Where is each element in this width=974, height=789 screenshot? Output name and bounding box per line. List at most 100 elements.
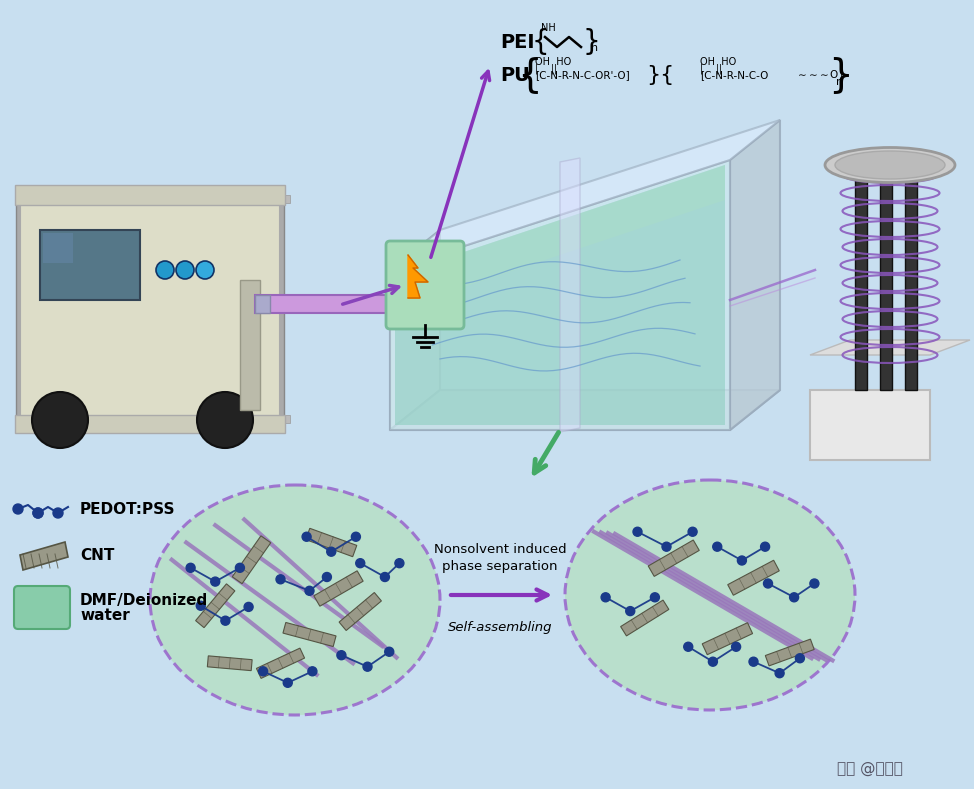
Circle shape [708,657,718,666]
Circle shape [13,504,23,514]
Bar [276,190,284,430]
Text: DMF/Deionized: DMF/Deionized [80,593,208,608]
Text: Nonsolvent induced
phase separation: Nonsolvent induced phase separation [433,543,566,573]
Bar [905,165,917,390]
Text: [C-N-R-N-C-O: [C-N-R-N-C-O [700,70,768,80]
Text: |    ||: | || [535,64,557,74]
Circle shape [221,616,230,625]
Circle shape [810,579,819,588]
Ellipse shape [150,485,440,715]
Text: OH  HO: OH HO [700,57,736,67]
Polygon shape [728,560,779,595]
Text: PEI: PEI [500,32,535,51]
Text: NH: NH [541,23,555,33]
FancyBboxPatch shape [14,586,70,629]
Circle shape [196,261,214,279]
Polygon shape [810,390,930,460]
Text: CNT: CNT [80,548,114,563]
Polygon shape [620,600,669,636]
Circle shape [775,669,784,678]
Circle shape [236,563,244,572]
FancyBboxPatch shape [386,241,464,329]
Circle shape [394,559,404,568]
Circle shape [688,527,697,537]
Polygon shape [408,255,428,298]
Circle shape [764,579,772,588]
Polygon shape [256,648,305,679]
Circle shape [259,667,268,676]
Bar [15,415,285,433]
Polygon shape [702,623,753,655]
Ellipse shape [565,480,855,710]
Circle shape [322,573,331,581]
Circle shape [713,542,722,552]
Circle shape [33,508,43,518]
Text: {: { [517,56,543,94]
Text: OH  HO: OH HO [535,57,571,67]
Text: $\sim\!\sim\!\sim$O]: $\sim\!\sim\!\sim$O] [795,68,843,82]
Polygon shape [20,542,68,570]
Circle shape [625,607,635,615]
Circle shape [326,548,336,556]
Bar [255,295,395,313]
Circle shape [662,542,671,552]
Polygon shape [232,536,271,584]
Circle shape [197,392,253,448]
Polygon shape [730,120,780,430]
Polygon shape [20,200,280,420]
Polygon shape [20,340,260,430]
Bar [880,165,892,390]
Text: }: } [828,56,853,94]
Ellipse shape [825,148,955,182]
Circle shape [352,533,360,541]
Text: water: water [80,608,130,623]
Polygon shape [390,160,730,430]
Polygon shape [196,584,235,628]
Text: 头条 @易丝帮: 头条 @易丝帮 [837,761,903,776]
Circle shape [363,662,372,671]
Polygon shape [649,540,699,577]
Polygon shape [395,165,725,310]
Text: PU: PU [500,65,530,84]
Circle shape [210,577,220,586]
Text: [C-N-R-N-C-OR'-O]: [C-N-R-N-C-OR'-O] [535,70,630,80]
Text: PEDOT:PSS: PEDOT:PSS [80,503,175,518]
Circle shape [356,559,364,568]
Text: n: n [836,77,843,87]
Polygon shape [390,230,440,430]
Polygon shape [390,390,780,430]
Circle shape [790,593,799,602]
Circle shape [381,573,390,581]
Polygon shape [395,165,725,425]
Bar [15,195,290,203]
Circle shape [302,533,311,541]
Text: {: { [531,28,548,56]
Text: Self-assembling: Self-assembling [448,622,552,634]
Circle shape [196,601,206,610]
Bar [43,233,73,263]
Circle shape [244,602,253,611]
Polygon shape [560,158,580,432]
Polygon shape [207,656,252,671]
Polygon shape [395,299,410,312]
Circle shape [633,527,642,537]
Circle shape [33,508,43,518]
Ellipse shape [835,151,945,179]
Circle shape [684,642,693,651]
Polygon shape [339,593,382,630]
Text: n: n [591,43,598,53]
Polygon shape [390,120,780,270]
Circle shape [737,556,746,565]
Circle shape [186,563,195,572]
Bar [15,185,285,205]
Bar [40,230,140,300]
Circle shape [651,593,659,602]
Circle shape [156,261,174,279]
Text: }{: }{ [646,65,674,85]
Polygon shape [283,623,336,646]
Circle shape [176,261,194,279]
Circle shape [385,647,393,656]
Bar [16,190,24,430]
Circle shape [53,508,63,518]
Polygon shape [766,639,814,666]
